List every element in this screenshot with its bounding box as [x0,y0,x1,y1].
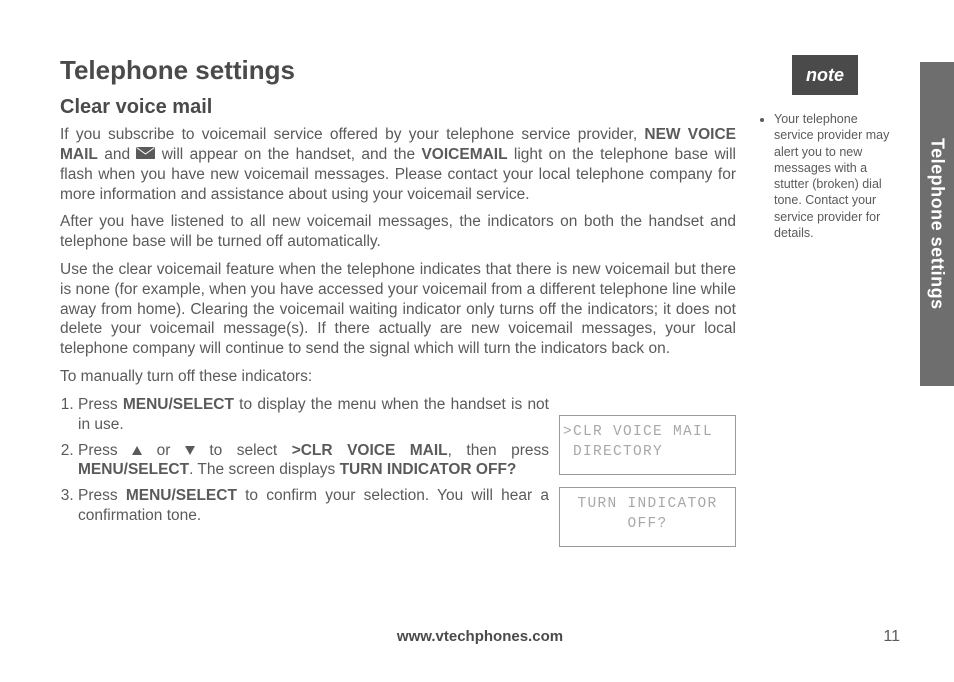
section-heading: Clear voice mail [60,96,736,119]
down-arrow-icon [185,446,195,455]
text: If you subscribe to voicemail service of… [60,126,644,143]
page-number: 11 [883,628,900,646]
footer-url: www.vtechphones.com [397,628,563,645]
lcd-screens: >CLR VOICE MAIL DIRECTORY TURN INDICATOR… [559,395,736,547]
paragraph-3: Use the clear voicemail feature when the… [60,260,736,359]
lcd-screen-2: TURN INDICATOROFF? [559,487,736,547]
lcd-screen-1: >CLR VOICE MAIL DIRECTORY [559,415,736,475]
lcd-line: OFF? [563,514,732,534]
text: . The screen displays [189,461,339,478]
text: or [142,442,185,459]
bold-text: TURN INDICATOR OFF? [340,461,517,478]
step-2: Press or to select >CLR VOICE MAIL, then… [78,441,549,481]
text: Press [78,396,123,413]
up-arrow-icon [132,446,142,455]
step-3: Press MENU/SELECT to confirm your select… [78,486,549,526]
bold-text: MENU/SELECT [126,487,237,504]
side-tab-label: Telephone settings [927,138,948,310]
steps-row: Press MENU/SELECT to display the menu wh… [60,395,736,547]
text: will appear on the handset, and the [155,146,421,163]
section-side-tab: Telephone settings [920,62,954,386]
text: Press [78,442,132,459]
text: Press [78,487,126,504]
lcd-line: >CLR VOICE MAIL [563,424,713,440]
note-column: note Your telephone service provider may… [760,55,890,241]
bold-text: VOICEMAIL [421,146,507,163]
main-column: Telephone settings Clear voice mail If y… [60,55,736,547]
bold-text: MENU/SELECT [78,461,189,478]
note-list: Your telephone service provider may aler… [760,111,890,241]
page-title: Telephone settings [60,55,736,86]
envelope-icon [136,145,155,165]
text: and [98,146,137,163]
bold-text: >CLR VOICE MAIL [292,442,448,459]
lcd-line: TURN INDICATOR [563,494,732,514]
text: , then press [448,442,549,459]
note-item: Your telephone service provider may aler… [774,111,890,241]
step-1: Press MENU/SELECT to display the menu wh… [78,395,549,435]
paragraph-2: After you have listened to all new voice… [60,212,736,252]
text: to select [195,442,292,459]
note-badge: note [792,55,858,95]
lcd-line: DIRECTORY [563,444,663,460]
page-footer: www.vtechphones.com 11 [60,628,900,645]
steps-list: Press MENU/SELECT to display the menu wh… [60,395,549,547]
bold-text: MENU/SELECT [123,396,234,413]
paragraph-1: If you subscribe to voicemail service of… [60,125,736,204]
paragraph-4: To manually turn off these indicators: [60,367,736,387]
